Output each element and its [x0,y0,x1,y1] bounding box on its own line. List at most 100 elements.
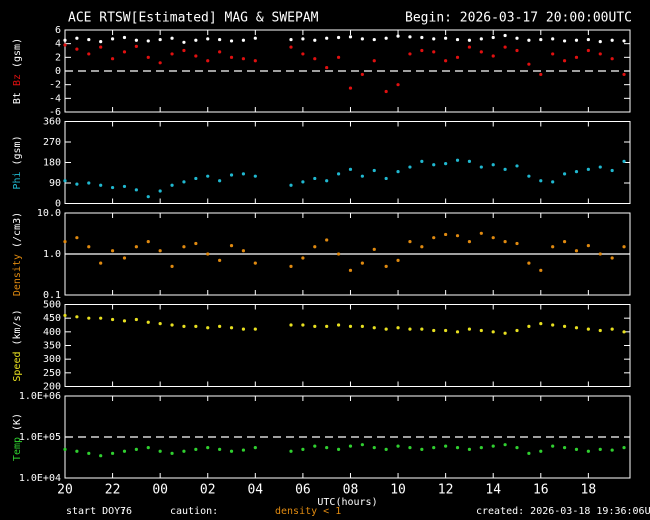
data-point [622,245,626,249]
data-point [99,183,103,187]
data-point [610,168,614,173]
data-point [325,65,329,70]
data-point [206,252,210,256]
data-point [515,164,519,168]
data-point [87,181,91,185]
y-tick-label: 2 [55,52,61,63]
y-label-series: Temp [12,437,23,461]
data-point [539,322,543,326]
data-point [63,240,67,244]
data-point [384,447,388,451]
data-point [539,179,543,183]
data-point [253,59,257,63]
data-point [336,172,341,176]
y-tick-label: 0.1 [43,290,61,301]
data-point [301,447,305,451]
data-point [551,323,555,327]
data-point [527,174,531,178]
data-point [182,449,186,453]
data-point [551,37,555,41]
y-label-unit: (km/s) [12,309,23,345]
y-tick-label: -2 [49,80,61,91]
y-tick-label: 10.0 [37,208,61,219]
y-tick-label: 250 [43,368,61,379]
data-point [122,184,127,189]
data-point [586,449,590,453]
data-point [241,249,246,253]
data-point [562,240,567,244]
data-point [122,50,127,54]
data-point [253,36,257,40]
data-point [610,57,614,61]
data-point [87,245,91,249]
data-point [110,37,115,41]
x-tick-label: 04 [247,483,263,498]
data-point [467,240,472,244]
data-point [325,238,329,242]
data-point [325,179,329,183]
data-point [444,444,448,448]
x-tick-label: 10 [390,483,406,498]
data-point [75,236,79,240]
data-point [455,330,460,334]
data-point [574,326,579,330]
y-axis-label: Density (/cm3) [12,212,23,296]
data-point [515,446,519,450]
data-point [372,59,376,63]
data-point [63,38,67,42]
data-point [241,38,246,42]
data-point [158,449,162,453]
data-point [241,448,246,452]
data-point [586,37,590,42]
data-point [325,446,329,450]
data-point [99,261,103,265]
data-point [396,444,400,448]
data-point [372,37,376,42]
data-point [479,328,483,333]
data-point [146,446,150,450]
x-tick-label: 20 [57,483,73,498]
data-point [75,315,79,319]
y-label-unit: (/cm3) [12,212,23,248]
data-point [527,62,531,66]
data-point [574,447,579,451]
data-point [551,180,555,184]
data-point [467,447,472,451]
data-point [241,327,246,331]
data-point [289,183,293,187]
data-point [194,324,198,328]
data-point [348,444,353,448]
x-tick-label: 00 [152,483,168,498]
data-point [622,446,626,450]
data-point [360,261,364,265]
data-point [194,38,198,42]
data-point [408,446,412,450]
data-point [598,447,602,451]
data-point [420,447,424,451]
data-point [99,316,103,320]
x-tick-label: 18 [581,483,597,498]
data-point [301,323,305,327]
panel-frame [64,121,631,204]
y-tick-label: 180 [43,158,61,169]
y-tick-label: 6 [55,25,61,36]
x-tick-label: 22 [105,483,121,498]
data-point [432,236,436,240]
data-point [289,37,293,42]
data-point [229,39,234,43]
data-point [134,317,138,322]
data-point [229,173,234,177]
data-point [420,35,424,40]
x-tick-label: 16 [533,483,549,498]
data-point [467,159,472,163]
data-point [574,55,579,59]
data-point [313,176,317,181]
data-point [110,317,115,322]
data-point [313,444,317,448]
data-point [479,50,483,54]
y-tick-label: 1.0E+04 [19,473,61,484]
data-point [622,39,626,43]
data-point [562,59,567,63]
data-point [75,47,79,51]
x-tick-label: 02 [200,483,216,498]
